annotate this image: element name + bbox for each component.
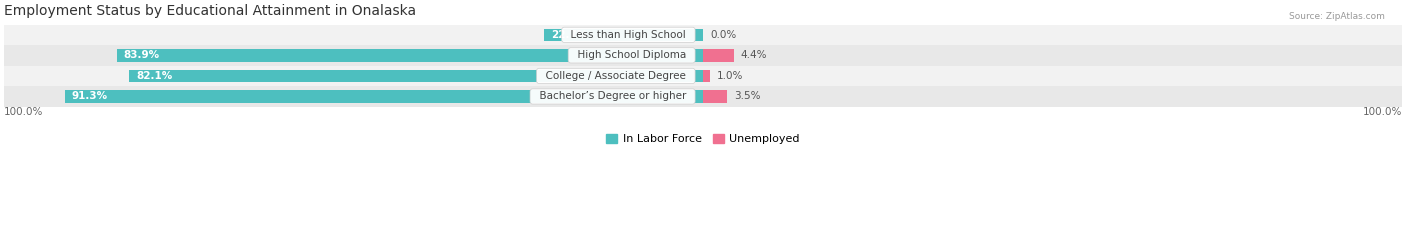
Text: High School Diploma: High School Diploma [571, 50, 693, 60]
Bar [4, 66, 1402, 86]
Text: Bachelor’s Degree or higher: Bachelor’s Degree or higher [533, 91, 693, 101]
Text: 0.0%: 0.0% [710, 30, 737, 40]
Text: Source: ZipAtlas.com: Source: ZipAtlas.com [1289, 12, 1385, 21]
Bar [4, 86, 1402, 107]
Text: College / Associate Degree: College / Associate Degree [538, 71, 693, 81]
Legend: In Labor Force, Unemployed: In Labor Force, Unemployed [602, 129, 804, 148]
Bar [544, 29, 703, 41]
Text: 100.0%: 100.0% [4, 107, 44, 117]
Bar [703, 70, 710, 82]
Bar [65, 90, 703, 103]
Bar [4, 24, 1402, 45]
Text: 4.4%: 4.4% [741, 50, 768, 60]
Text: Employment Status by Educational Attainment in Onalaska: Employment Status by Educational Attainm… [4, 4, 416, 18]
Bar [4, 45, 1402, 66]
Bar [703, 49, 734, 62]
Text: 1.0%: 1.0% [717, 71, 744, 81]
Bar [117, 49, 703, 62]
Text: 83.9%: 83.9% [124, 50, 160, 60]
Text: 3.5%: 3.5% [734, 91, 761, 101]
Bar [703, 90, 727, 103]
Text: 100.0%: 100.0% [1362, 107, 1402, 117]
Text: 82.1%: 82.1% [136, 71, 173, 81]
Bar [129, 70, 703, 82]
Text: 91.3%: 91.3% [72, 91, 108, 101]
Text: 22.7%: 22.7% [551, 30, 588, 40]
Text: Less than High School: Less than High School [564, 30, 693, 40]
